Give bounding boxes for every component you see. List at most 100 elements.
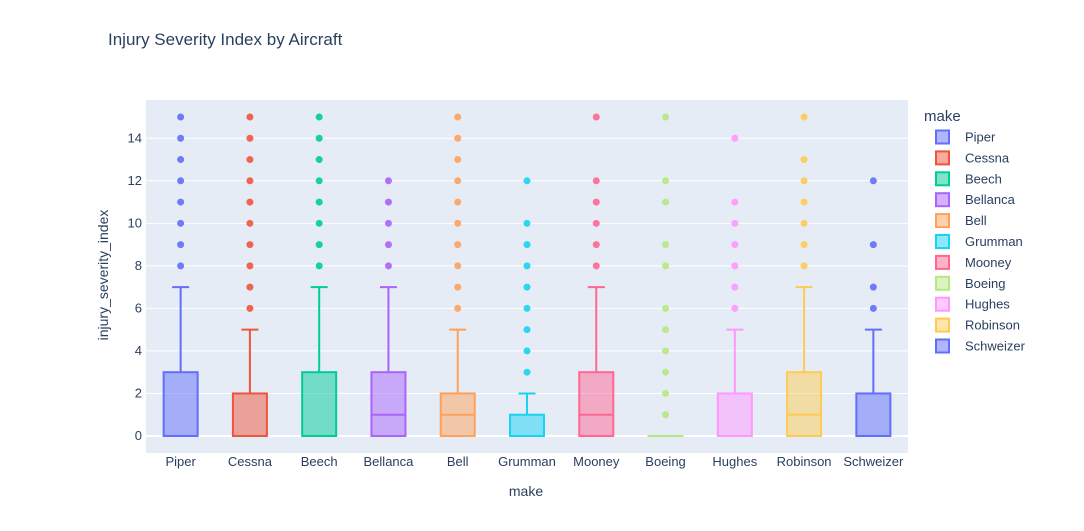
outlier-point bbox=[177, 134, 185, 142]
outlier-point bbox=[592, 198, 600, 206]
box bbox=[509, 413, 545, 437]
legend-item-robinson[interactable]: Robinson bbox=[935, 317, 1020, 333]
y-axis-title: injury_severity_index bbox=[95, 210, 111, 341]
legend-item-grumman[interactable]: Grumman bbox=[935, 234, 1023, 249]
legend-item-bellanca[interactable]: Bellanca bbox=[935, 192, 1016, 208]
outlier-point bbox=[662, 411, 670, 419]
outlier-point bbox=[384, 241, 392, 249]
legend-item-cessna[interactable]: Cessna bbox=[935, 150, 1010, 166]
x-tick-label: Piper bbox=[165, 454, 196, 469]
outlier-point bbox=[869, 304, 877, 312]
outlier-point bbox=[315, 134, 323, 142]
box-bell bbox=[439, 113, 476, 437]
outlier-point bbox=[177, 156, 185, 164]
outlier-point bbox=[662, 113, 670, 121]
x-tick-label: Bellanca bbox=[364, 454, 415, 469]
outlier-point bbox=[592, 241, 600, 249]
outlier-point bbox=[800, 219, 808, 227]
outlier-point bbox=[523, 368, 531, 376]
box-cessna bbox=[231, 113, 268, 437]
legend-item-beech[interactable]: Beech bbox=[935, 171, 1002, 187]
box bbox=[231, 392, 268, 437]
legend-label: Boeing bbox=[965, 276, 1005, 291]
outlier-point bbox=[177, 219, 185, 227]
legend-item-piper[interactable]: Piper bbox=[935, 129, 996, 145]
legend-label: Bell bbox=[965, 213, 987, 228]
outlier-point bbox=[246, 283, 254, 291]
outlier-point bbox=[454, 304, 462, 312]
outlier-point bbox=[662, 241, 670, 249]
outlier-point bbox=[315, 219, 323, 227]
outlier-point bbox=[662, 198, 670, 206]
legend-swatch bbox=[935, 213, 950, 229]
outlier-point bbox=[246, 262, 254, 270]
outlier-point bbox=[315, 156, 323, 164]
x-tick-label: Bell bbox=[447, 454, 469, 469]
x-tick-label: Schweizer bbox=[843, 454, 904, 469]
legend[interactable]: make Piper Cessna Beech Bellanca Bell Grumman… bbox=[924, 108, 1026, 354]
outlier-point bbox=[384, 219, 392, 227]
outlier-point bbox=[592, 113, 600, 121]
outlier-point bbox=[177, 198, 185, 206]
outlier-point bbox=[731, 198, 739, 206]
legend-item-schweizer[interactable]: Schweizer bbox=[935, 338, 1026, 354]
y-tick-label: 0 bbox=[135, 428, 142, 443]
outlier-point bbox=[523, 241, 531, 249]
outlier-point bbox=[869, 177, 877, 185]
outlier-point bbox=[454, 219, 462, 227]
x-tick-label: Robinson bbox=[777, 454, 832, 469]
y-tick-label: 4 bbox=[135, 343, 142, 358]
outlier-point bbox=[662, 389, 670, 397]
box bbox=[786, 371, 823, 437]
x-tick-label: Mooney bbox=[573, 454, 620, 469]
y-tick-label: 8 bbox=[135, 258, 142, 273]
legend-swatch bbox=[935, 171, 950, 187]
outlier-point bbox=[454, 134, 462, 142]
outlier-point bbox=[523, 347, 531, 355]
outlier-point bbox=[315, 198, 323, 206]
legend-item-hughes[interactable]: Hughes bbox=[935, 296, 1010, 312]
legend-swatch bbox=[935, 275, 950, 291]
outlier-point bbox=[731, 262, 739, 270]
legend-swatch bbox=[935, 254, 950, 270]
box-piper bbox=[162, 113, 199, 437]
legend-item-mooney[interactable]: Mooney bbox=[935, 254, 1012, 270]
outlier-point bbox=[662, 326, 670, 334]
legend-swatch bbox=[935, 338, 950, 354]
box-schweizer bbox=[855, 177, 892, 437]
outlier-point bbox=[315, 177, 323, 185]
outlier-point bbox=[177, 262, 185, 270]
y-tick-label: 2 bbox=[135, 385, 142, 400]
legend-item-bell[interactable]: Bell bbox=[935, 213, 987, 229]
outlier-point bbox=[177, 113, 185, 121]
outlier-point bbox=[177, 177, 185, 185]
outlier-point bbox=[800, 177, 808, 185]
x-tick-label: Cessna bbox=[228, 454, 273, 469]
box bbox=[578, 371, 615, 437]
legend-label: Schweizer bbox=[965, 339, 1026, 354]
legend-swatch bbox=[935, 317, 950, 333]
box-robinson bbox=[786, 113, 823, 437]
legend-swatch bbox=[935, 234, 950, 249]
x-tick-label: Beech bbox=[301, 454, 338, 469]
outlier-point bbox=[454, 283, 462, 291]
outlier-point bbox=[523, 219, 531, 227]
legend-label: Grumman bbox=[965, 234, 1023, 249]
outlier-point bbox=[454, 262, 462, 270]
outlier-point bbox=[454, 241, 462, 249]
legend-swatch bbox=[935, 296, 950, 312]
outlier-point bbox=[246, 113, 254, 121]
outlier-point bbox=[731, 304, 739, 312]
x-tick-label: Hughes bbox=[712, 454, 757, 469]
outlier-point bbox=[454, 198, 462, 206]
outlier-point bbox=[246, 198, 254, 206]
chart-title: Injury Severity Index by Aircraft bbox=[108, 30, 343, 49]
legend-item-boeing[interactable]: Boeing bbox=[935, 275, 1005, 291]
legend-swatch bbox=[935, 192, 950, 208]
legend-label: Cessna bbox=[965, 150, 1010, 165]
outlier-point bbox=[800, 198, 808, 206]
y-tick-label: 12 bbox=[128, 173, 142, 188]
outlier-point bbox=[384, 262, 392, 270]
y-tick-label: 6 bbox=[135, 300, 142, 315]
outlier-point bbox=[592, 262, 600, 270]
